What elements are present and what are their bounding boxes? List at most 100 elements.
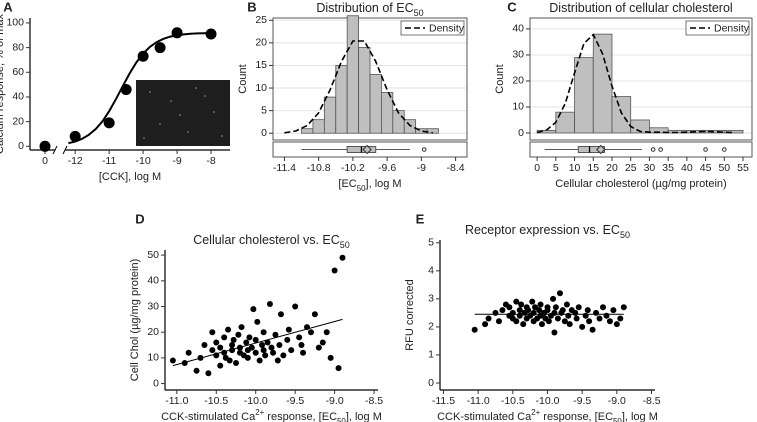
axis-break bbox=[62, 145, 68, 155]
data-point bbox=[561, 318, 568, 325]
data-point bbox=[544, 307, 551, 314]
y-tick-label: 0 bbox=[428, 377, 434, 389]
data-point bbox=[288, 347, 295, 354]
x-axis-label-sup: 2+ bbox=[255, 408, 264, 417]
data-point bbox=[552, 304, 559, 311]
data-point bbox=[482, 321, 489, 328]
legend-label: Density bbox=[714, 22, 750, 34]
data-point bbox=[538, 321, 545, 328]
x-tick-label: -11.0 bbox=[165, 395, 188, 407]
data-point bbox=[471, 326, 478, 333]
x-tick-label: -11 bbox=[102, 155, 117, 167]
data-point bbox=[551, 329, 558, 336]
x-tick-label: -11.4 bbox=[273, 162, 296, 174]
y-tick-label: 30 bbox=[147, 300, 159, 312]
x-tick-label: 25 bbox=[625, 162, 637, 174]
data-point bbox=[331, 267, 338, 274]
data-point bbox=[559, 307, 566, 314]
histogram-bar bbox=[426, 128, 439, 134]
mean-marker bbox=[362, 144, 372, 155]
data-point bbox=[335, 365, 342, 372]
data-point bbox=[606, 318, 613, 325]
data-point bbox=[573, 315, 580, 322]
y-tick-label: 100 bbox=[6, 17, 24, 29]
x-axis-label-part: ], log M bbox=[366, 178, 402, 190]
x-tick-label: -8.5 bbox=[642, 395, 660, 407]
y-tick-label: 1 bbox=[428, 349, 434, 361]
data-point bbox=[556, 290, 563, 297]
data-point bbox=[513, 318, 520, 325]
data-point bbox=[311, 311, 318, 318]
data-point bbox=[213, 339, 220, 346]
y-tick-label: 10 bbox=[147, 352, 159, 364]
data-point bbox=[554, 315, 561, 322]
x-axis-label-sub: 50 bbox=[357, 184, 366, 193]
x-tick-label: 15 bbox=[587, 162, 599, 174]
x-axis-label-part: response, [EC bbox=[264, 411, 337, 422]
x-axis-label: [EC50], log M bbox=[338, 178, 401, 193]
data-point bbox=[292, 303, 299, 310]
data-point bbox=[530, 309, 537, 316]
data-point bbox=[69, 130, 81, 142]
x-axis-label: [CCK], log M bbox=[99, 171, 161, 183]
data-point bbox=[120, 84, 132, 96]
data-point bbox=[238, 324, 245, 331]
y-tick-label: 20 bbox=[512, 75, 524, 87]
data-point bbox=[277, 311, 284, 318]
data-point bbox=[264, 339, 271, 346]
y-tick-label: 20 bbox=[147, 326, 159, 338]
data-point bbox=[262, 352, 269, 359]
data-point bbox=[230, 336, 237, 343]
data-point bbox=[509, 309, 516, 316]
histogram-bar bbox=[323, 96, 337, 134]
data-point bbox=[276, 342, 283, 349]
mean-marker bbox=[596, 144, 606, 155]
x-tick-label: 50 bbox=[718, 162, 730, 174]
histogram-bar bbox=[358, 46, 371, 134]
data-point bbox=[566, 321, 573, 328]
x-axis-label-part: CCK-stimulated Ca bbox=[161, 411, 256, 422]
data-point bbox=[551, 309, 558, 316]
data-point bbox=[236, 344, 243, 351]
legend-frame bbox=[400, 20, 465, 36]
data-point bbox=[520, 321, 527, 328]
panel-letter: E bbox=[416, 211, 425, 226]
y-axis-label: Count bbox=[494, 64, 506, 93]
x-axis-label-part: CCK-stimulated Ca bbox=[437, 411, 532, 422]
x-tick-label: 40 bbox=[681, 162, 693, 174]
data-point bbox=[495, 318, 502, 325]
data-point bbox=[259, 342, 266, 349]
data-point bbox=[575, 304, 582, 311]
y-axis-label-part: Count bbox=[494, 64, 506, 93]
data-point bbox=[185, 349, 192, 356]
data-point bbox=[233, 360, 239, 367]
outlier bbox=[650, 147, 656, 152]
y-tick-label: 0 bbox=[261, 127, 267, 139]
data-point bbox=[593, 309, 600, 316]
data-point bbox=[304, 324, 310, 331]
chart-title-part: Distribution of EC bbox=[316, 1, 413, 15]
x-tick-label: -9.5 bbox=[286, 395, 304, 407]
data-point bbox=[217, 344, 224, 351]
y-tick-label: 40 bbox=[147, 275, 159, 287]
x-tick-label: -12 bbox=[68, 155, 83, 167]
x-tick-label: 35 bbox=[662, 162, 674, 174]
data-point bbox=[221, 334, 228, 341]
data-point bbox=[243, 339, 250, 346]
y-tick-label: 0 bbox=[18, 140, 24, 152]
data-point bbox=[613, 321, 620, 328]
x-tick-label: -8.4 bbox=[447, 162, 465, 174]
data-point bbox=[550, 295, 557, 302]
data-point bbox=[296, 334, 303, 341]
data-point bbox=[537, 301, 544, 308]
y-tick-label: 10 bbox=[512, 101, 524, 113]
y-axis-label-part: RFU corrected bbox=[404, 279, 416, 351]
chart-title: Distribution of cellular cholesterol bbox=[549, 1, 732, 15]
data-point bbox=[525, 307, 532, 314]
data-point bbox=[274, 357, 281, 364]
x-tick-label: -9 bbox=[172, 155, 181, 167]
data-point bbox=[205, 28, 217, 40]
x-tick-label: -10.5 bbox=[204, 395, 228, 407]
x-tick-label: -11.0 bbox=[467, 395, 490, 407]
